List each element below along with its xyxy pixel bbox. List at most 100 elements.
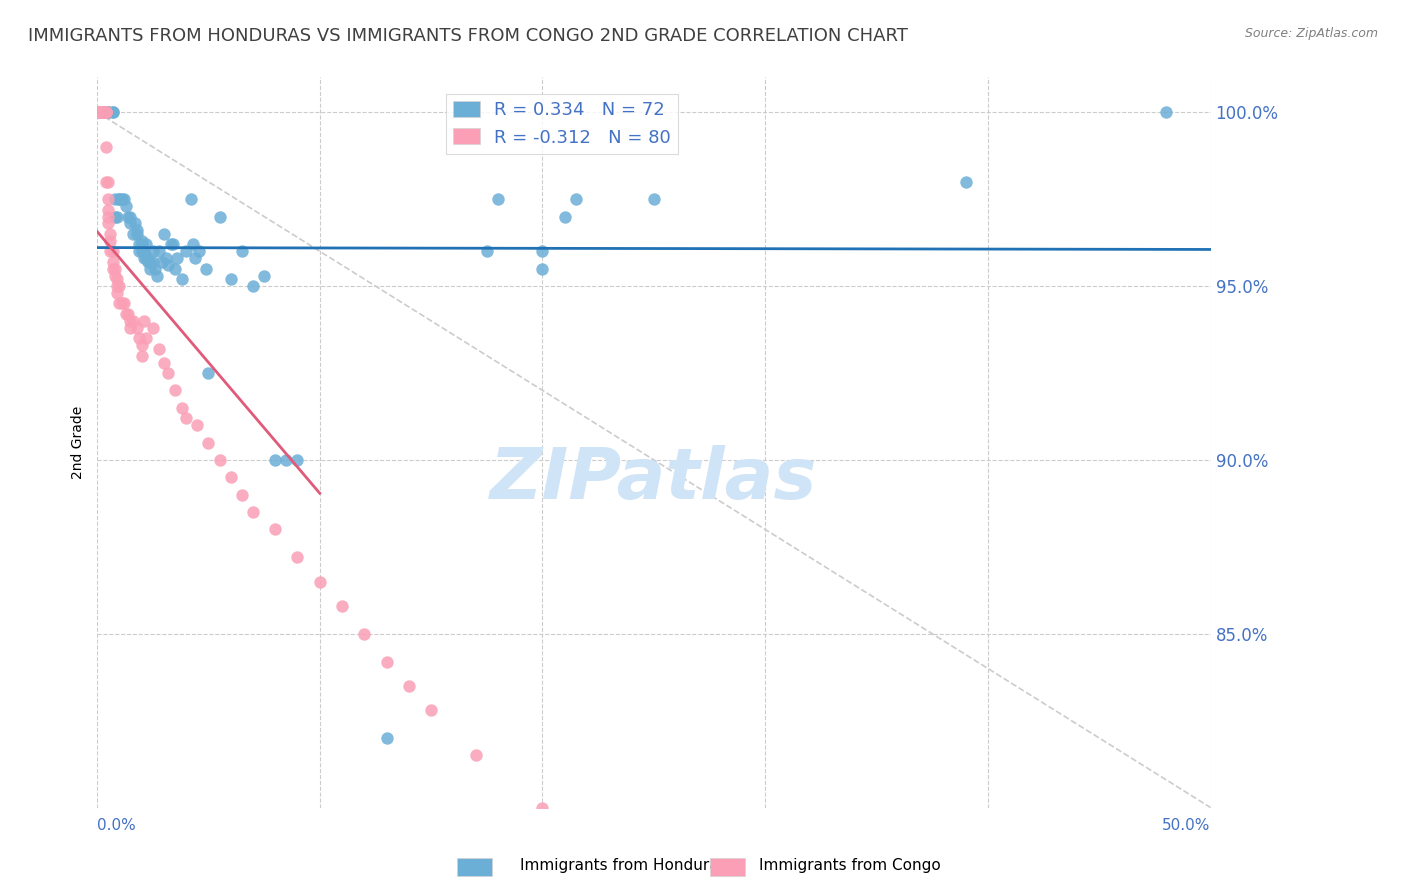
Point: [121, 227, 143, 241]
Point: [287, 453, 309, 467]
Point: [276, 453, 298, 467]
Point: [131, 244, 153, 259]
Point: [135, 237, 157, 252]
Point: [208, 453, 231, 467]
Point: [139, 261, 162, 276]
Point: [89, 105, 111, 120]
Point: [184, 252, 207, 266]
Point: [89, 105, 111, 120]
Point: [308, 574, 330, 589]
Point: [120, 314, 142, 328]
Point: [242, 279, 264, 293]
Point: [112, 192, 135, 206]
Point: [128, 237, 150, 252]
Point: [155, 252, 177, 266]
Point: [120, 217, 142, 231]
Point: [108, 192, 131, 206]
Point: [112, 296, 135, 310]
Point: [643, 192, 665, 206]
Text: ZIPatlas: ZIPatlas: [491, 444, 817, 514]
Point: [148, 244, 170, 259]
Text: Source: ZipAtlas.com: Source: ZipAtlas.com: [1244, 27, 1378, 40]
Point: [104, 261, 127, 276]
Point: [105, 279, 128, 293]
Point: [163, 261, 186, 276]
Point: [108, 296, 131, 310]
Point: [131, 349, 153, 363]
Point: [120, 320, 142, 334]
Point: [166, 252, 188, 266]
Point: [94, 175, 117, 189]
Point: [97, 202, 120, 217]
Point: [242, 505, 264, 519]
Legend: R = 0.334   N = 72, R = -0.312   N = 80: R = 0.334 N = 72, R = -0.312 N = 80: [446, 94, 679, 153]
Point: [101, 105, 124, 120]
Point: [90, 105, 112, 120]
Point: [97, 210, 120, 224]
Point: [135, 252, 157, 266]
Point: [330, 599, 353, 613]
Point: [132, 314, 155, 328]
Point: [100, 244, 122, 259]
Point: [97, 105, 120, 120]
Point: [142, 254, 165, 268]
Point: [131, 237, 153, 252]
Point: [486, 192, 509, 206]
Point: [174, 244, 197, 259]
Point: [94, 105, 117, 120]
Point: [131, 338, 153, 352]
Point: [139, 254, 162, 268]
Point: [108, 279, 131, 293]
Point: [219, 272, 242, 286]
Point: [104, 192, 127, 206]
Point: [90, 105, 112, 120]
Point: [157, 258, 180, 272]
Point: [121, 314, 143, 328]
Point: [554, 210, 576, 224]
Point: [105, 285, 128, 300]
Point: [101, 254, 124, 268]
Point: [464, 748, 486, 763]
Point: [97, 217, 120, 231]
Point: [146, 268, 169, 283]
Point: [128, 244, 150, 259]
Point: [128, 331, 150, 345]
Point: [153, 355, 176, 369]
Point: [231, 244, 253, 259]
Point: [148, 342, 170, 356]
Point: [531, 261, 554, 276]
Point: [127, 320, 149, 334]
Point: [136, 252, 159, 266]
Point: [264, 523, 287, 537]
Point: [132, 244, 155, 259]
Point: [565, 192, 588, 206]
Point: [188, 244, 211, 259]
Point: [97, 192, 120, 206]
Text: 0.0%: 0.0%: [97, 818, 136, 833]
Point: [174, 411, 197, 425]
Point: [531, 800, 554, 814]
Point: [197, 435, 219, 450]
Point: [101, 244, 124, 259]
Point: [105, 272, 128, 286]
Point: [475, 244, 498, 259]
Point: [197, 366, 219, 380]
Point: [117, 307, 139, 321]
Point: [104, 268, 127, 283]
Point: [115, 199, 138, 213]
Point: [531, 244, 554, 259]
Point: [90, 105, 112, 120]
Point: [110, 296, 132, 310]
Point: [105, 210, 128, 224]
Point: [170, 272, 193, 286]
Point: [93, 105, 115, 120]
Point: [101, 105, 124, 120]
Point: [136, 254, 159, 268]
Point: [90, 105, 112, 120]
Point: [94, 140, 117, 154]
Point: [180, 192, 202, 206]
Point: [94, 105, 117, 120]
Point: [93, 105, 115, 120]
Point: [159, 237, 181, 252]
Point: [110, 192, 132, 206]
